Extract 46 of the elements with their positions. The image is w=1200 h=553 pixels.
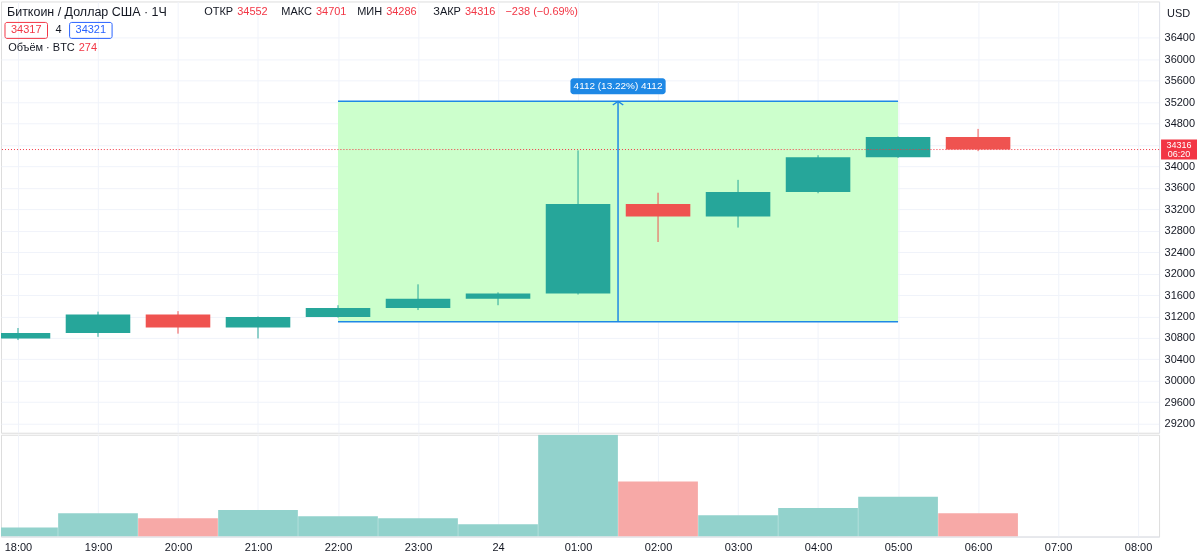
y-tick-label: 36000 xyxy=(1164,52,1196,65)
y-tick-label: 32000 xyxy=(1164,267,1196,280)
y-tick-label: 34800 xyxy=(1164,117,1196,130)
x-tick-label: 02:00 xyxy=(644,541,673,553)
y-axis-title: USD xyxy=(1166,6,1191,19)
chart-title: Биткоин / Доллар США · 1Ч xyxy=(6,5,167,20)
y-tick-label: 34000 xyxy=(1164,159,1196,172)
x-tick-label: 05:00 xyxy=(884,541,913,553)
x-tick-label: 23:00 xyxy=(404,541,433,553)
annotation: 34321 xyxy=(75,23,107,36)
x-tick-label: 22:00 xyxy=(324,541,353,553)
y-tick-label: 33600 xyxy=(1164,181,1196,194)
annotation: МАКС 34701 xyxy=(281,5,347,18)
x-tick-label: 01:00 xyxy=(564,541,593,553)
x-tick-label: 20:00 xyxy=(164,541,193,553)
annotation: 4 xyxy=(55,23,62,36)
x-tick-label: 04:00 xyxy=(804,541,833,553)
annotation: 4112 (13.22%) 4112 xyxy=(573,80,663,92)
y-tick-label: 36400 xyxy=(1164,31,1196,44)
y-tick-label: 35200 xyxy=(1164,95,1196,108)
annotation: Объём · BTC 274 xyxy=(8,41,98,54)
y-tick-label: 30800 xyxy=(1164,331,1196,344)
annotation: ОТКР 34552 xyxy=(204,5,268,18)
x-tick-label: 18:00 xyxy=(4,541,33,553)
y-tick-label: 31600 xyxy=(1164,288,1196,301)
x-tick-label: 08:00 xyxy=(1124,541,1153,553)
x-tick-label: 03:00 xyxy=(724,541,753,553)
y-tick-label: 33200 xyxy=(1164,202,1196,215)
ref-line-label: 34316 06:20 xyxy=(1166,139,1192,160)
y-tick-label: 30400 xyxy=(1164,352,1196,365)
x-tick-label: 21:00 xyxy=(244,541,273,553)
y-tick-label: 35600 xyxy=(1164,74,1196,87)
annotation: МИН 34286 xyxy=(357,5,417,18)
annotation: −238 (−0.69%) xyxy=(505,5,579,18)
y-tick-label: 30000 xyxy=(1164,374,1196,387)
y-tick-label: 32800 xyxy=(1164,224,1196,237)
x-tick-label: 19:00 xyxy=(84,541,113,553)
y-tick-label: 32400 xyxy=(1164,245,1196,258)
x-tick-label: 06:00 xyxy=(964,541,993,553)
y-tick-label: 31200 xyxy=(1164,309,1196,322)
annotation: ЗАКР 34316 xyxy=(433,5,496,18)
x-tick-label: 24 xyxy=(492,541,505,553)
x-tick-label: 07:00 xyxy=(1044,541,1073,553)
y-tick-label: 29200 xyxy=(1164,417,1196,430)
y-tick-label: 29600 xyxy=(1164,395,1196,408)
annotation: 34317 xyxy=(10,23,42,36)
